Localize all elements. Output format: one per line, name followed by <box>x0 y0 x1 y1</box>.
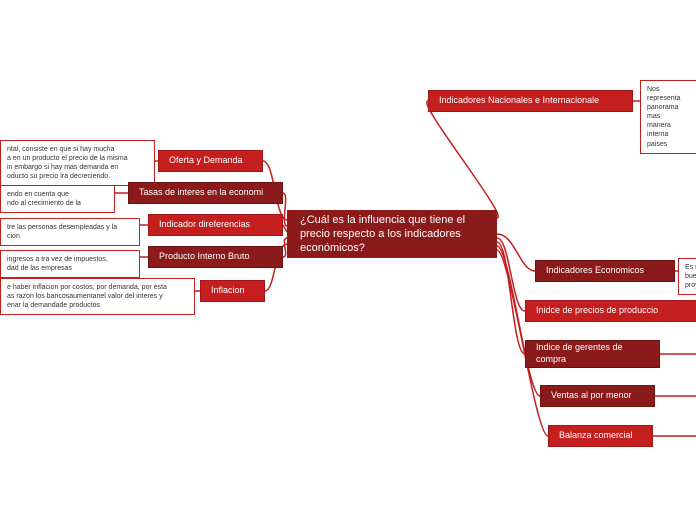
right-node-nacionales[interactable]: Indicadores Nacionales e Internacionale <box>428 90 633 112</box>
left-node-pib[interactable]: Producto Interno Bruto <box>148 246 283 268</box>
left-node-inflacion[interactable]: Inflacion <box>200 280 265 302</box>
right-node-balanza[interactable]: Balanza comercial <box>548 425 653 447</box>
left-desc-tasas: endo en cuenta que ndo al crecimiento de… <box>0 185 115 213</box>
right-node-gerentes[interactable]: Indice de gerentes de compra <box>525 340 660 368</box>
left-desc-pib: ingresos a tra vez de impuestos, dad de … <box>0 250 140 278</box>
left-desc-inflacion: e haber inflacion por costos, por demand… <box>0 278 195 315</box>
right-node-ventas[interactable]: Ventas al por menor <box>540 385 655 407</box>
left-desc-indicador: tre las personas desempleadas y la cion <box>0 218 140 246</box>
left-node-indicador[interactable]: Indicador direferencias <box>148 214 283 236</box>
right-node-precios[interactable]: Inidce de precios de produccio <box>525 300 696 322</box>
left-node-tasas[interactable]: Tasas de interes en la economi <box>128 182 283 204</box>
right-desc-nacionales: Nos representa panorama mas manera inter… <box>640 80 696 154</box>
right-desc-economicos: Es nece buensin proyec <box>678 258 696 295</box>
left-node-oferta[interactable]: Oferta y Demanda <box>158 150 263 172</box>
left-desc-oferta: ntal, consiste en que si hay mucha a en … <box>0 140 155 186</box>
right-node-economicos[interactable]: Indicadores Economicos <box>535 260 675 282</box>
center-topic[interactable]: ¿Cuál es la influencia que tiene el prec… <box>287 210 497 258</box>
